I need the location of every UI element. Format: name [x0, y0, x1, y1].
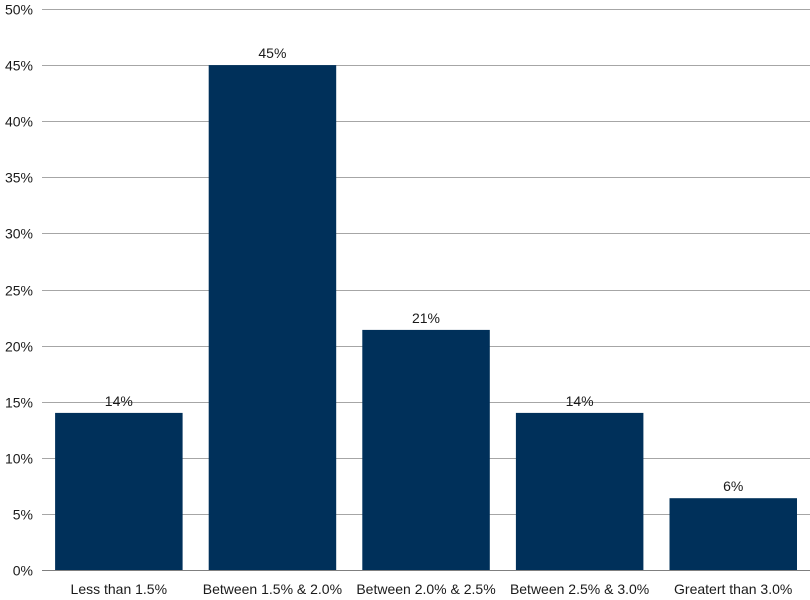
bar: [515, 412, 644, 570]
y-tick-label: 40%: [5, 114, 33, 130]
x-category-label: Greatert than 3.0%: [674, 581, 792, 597]
y-tick-label: 5%: [13, 507, 33, 523]
y-tick-label: 35%: [5, 170, 33, 186]
x-category-label: Between 2.5% & 3.0%: [510, 581, 649, 597]
bar-data-label: 14%: [566, 393, 594, 409]
data-labels: 14% 45% 21% 14% 6%: [105, 45, 744, 494]
bar-data-label: 45%: [258, 45, 286, 61]
y-tick-label: 50%: [5, 2, 33, 18]
bar-data-label: 21%: [412, 310, 440, 326]
x-category-label: Between 2.0% & 2.5%: [356, 581, 495, 597]
y-tick-label: 0%: [13, 563, 33, 579]
bar: [208, 65, 337, 570]
y-tick-label: 25%: [5, 283, 33, 299]
bar: [362, 329, 490, 570]
y-tick-label: 30%: [5, 226, 33, 242]
bar-data-label: 14%: [105, 393, 133, 409]
y-tick-label: 15%: [5, 395, 33, 411]
y-axis-tick-labels: 0% 5% 10% 15% 20% 25% 30% 35% 40% 45% 50%: [5, 2, 33, 579]
y-tick-label: 10%: [5, 451, 33, 467]
x-category-label: Less than 1.5%: [71, 581, 168, 597]
y-tick-label: 20%: [5, 339, 33, 355]
bar: [669, 498, 797, 570]
x-category-label: Between 1.5% & 2.0%: [203, 581, 342, 597]
bar-data-label: 6%: [723, 478, 743, 494]
x-axis-category-labels: Less than 1.5% Between 1.5% & 2.0% Between…: [71, 581, 793, 597]
bars: [55, 65, 797, 570]
bar: [55, 412, 183, 570]
y-tick-label: 45%: [5, 58, 33, 74]
